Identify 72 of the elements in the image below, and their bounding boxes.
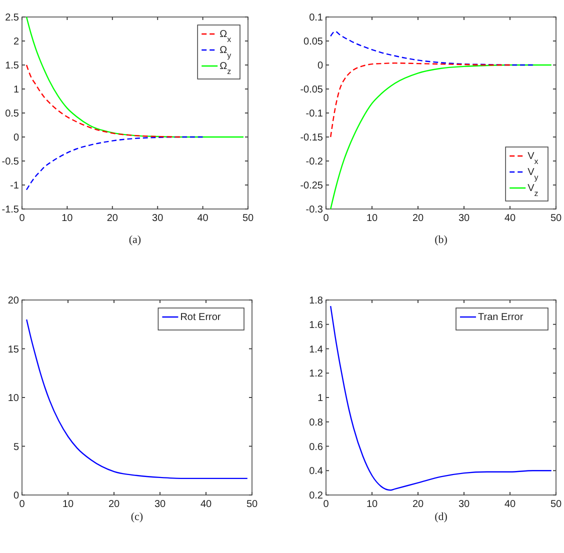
- text: (b): [434, 234, 448, 246]
- y-tick-label: -0.15: [300, 132, 324, 144]
- y-tick-label: 0.5: [5, 108, 20, 120]
- x-tick-label: 50: [550, 213, 562, 224]
- y-tick-label: 0.4: [309, 466, 324, 478]
- x-tick-label: 20: [108, 499, 120, 510]
- legend-label: V$_{x}$: [528, 151, 538, 166]
- y-tick-label: 0: [13, 132, 20, 144]
- y-tick-label: 10: [8, 393, 20, 404]
- line-series: [330, 30, 534, 66]
- y-tick-label: -1.5: [2, 204, 20, 216]
- y-tick-label: 0.05: [304, 36, 324, 48]
- legend-label: Ω$_{y}$: [220, 45, 232, 60]
- x-tick-label: 10: [366, 499, 378, 510]
- y-tick-label: 0.2: [309, 490, 324, 502]
- y-tick-label: -0.1: [306, 108, 324, 120]
- line-series: [330, 62, 511, 138]
- legend-label: Tran Error: [478, 312, 524, 323]
- text: (a): [128, 234, 142, 246]
- x-tick-label: 40: [197, 213, 209, 224]
- x-tick-label: 10: [366, 213, 378, 224]
- x-tick-label: 40: [504, 499, 516, 510]
- line-series: [26, 16, 244, 138]
- x-tick-label: 50: [246, 499, 258, 510]
- x-tick-label: 20: [412, 499, 424, 510]
- y-tick-label: 20: [8, 296, 20, 306]
- x-tick-label: 30: [458, 499, 470, 510]
- x-tick-label: 20: [106, 213, 118, 224]
- y-tick-label: -0.25: [300, 180, 324, 192]
- y-tick-label: 1: [317, 393, 324, 404]
- x-tick-label: 50: [550, 499, 562, 510]
- y-tick-label: 1.6: [309, 320, 324, 331]
- line-series: [330, 305, 552, 491]
- y-tick-label: 0.1: [309, 12, 324, 24]
- line-series: [26, 64, 181, 138]
- y-tick-label: 0.6: [309, 442, 324, 453]
- x-tick-label: 50: [242, 213, 254, 224]
- y-tick-label: -0.3: [306, 204, 324, 216]
- x-tick-label: 30: [152, 213, 164, 224]
- line-series: [26, 318, 248, 480]
- legend-label: Ω$_{x}$: [220, 29, 232, 44]
- legend-label: Ω$_{z}$: [220, 61, 232, 76]
- x-tick-label: 10: [62, 499, 74, 510]
- y-tick-label: 15: [8, 344, 20, 356]
- text: (d): [434, 511, 448, 523]
- y-tick-label: 0: [317, 60, 324, 72]
- x-tick-label: 40: [200, 499, 212, 510]
- y-tick-label: 1: [13, 84, 20, 96]
- text: (c): [130, 511, 144, 523]
- x-tick-label: 30: [458, 213, 470, 224]
- y-tick-label: 2: [13, 36, 20, 48]
- y-tick-label: -1: [10, 180, 20, 192]
- y-tick-label: 1.2: [309, 368, 324, 380]
- x-tick-label: 10: [62, 213, 74, 224]
- line-series: [330, 64, 552, 210]
- y-tick-label: -0.5: [2, 156, 20, 168]
- y-tick-label: 1.4: [309, 344, 324, 356]
- x-tick-label: 30: [154, 499, 166, 510]
- y-tick-label: 5: [13, 442, 20, 453]
- y-tick-label: 2.5: [5, 12, 20, 24]
- y-tick-label: 1.5: [5, 60, 20, 72]
- y-tick-label: -0.2: [306, 156, 324, 168]
- y-tick-label: 1.8: [309, 296, 324, 306]
- legend-label: Rot Error: [180, 312, 222, 323]
- legend-label: V$_{z}$: [528, 183, 538, 198]
- y-tick-label: 0.8: [309, 417, 324, 428]
- x-tick-label: 20: [412, 213, 424, 224]
- line-series: [26, 136, 204, 190]
- y-tick-label: -0.05: [300, 84, 324, 96]
- y-tick-label: 0: [13, 490, 20, 502]
- legend-label: V$_{y}$: [528, 167, 538, 182]
- x-tick-label: 40: [504, 213, 516, 224]
